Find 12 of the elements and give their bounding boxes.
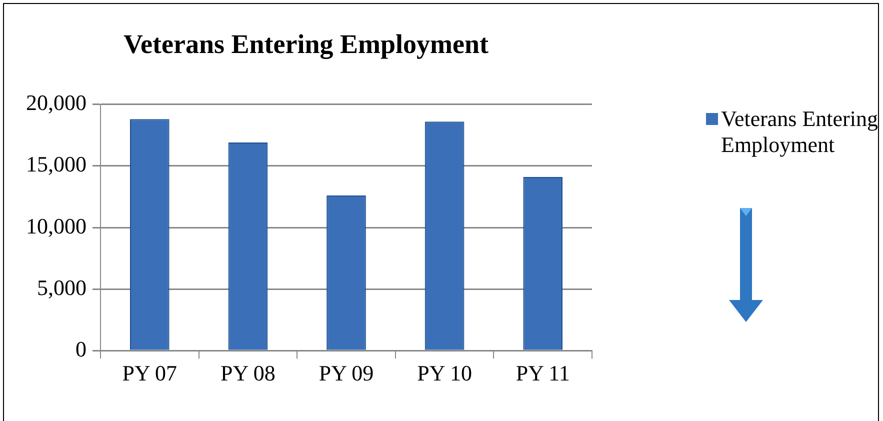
x-tick-label: PY 09 bbox=[318, 360, 374, 386]
y-tick-label: 20,000 bbox=[26, 90, 86, 116]
y-tick-label: 15,000 bbox=[26, 152, 86, 177]
chart-title: Veterans Entering Employment bbox=[124, 29, 488, 60]
x-tick-label: PY 10 bbox=[417, 360, 472, 386]
x-tick-label: PY 11 bbox=[516, 360, 570, 386]
y-tick-label: 5,000 bbox=[37, 274, 86, 300]
x-tick-label: PY 08 bbox=[220, 360, 276, 386]
x-tick-label: PY 07 bbox=[122, 360, 178, 386]
y-tick-label: 0 bbox=[76, 336, 86, 362]
y-tick-label: 10,000 bbox=[26, 213, 86, 238]
legend-label: Veterans Entering Employment bbox=[721, 106, 878, 158]
